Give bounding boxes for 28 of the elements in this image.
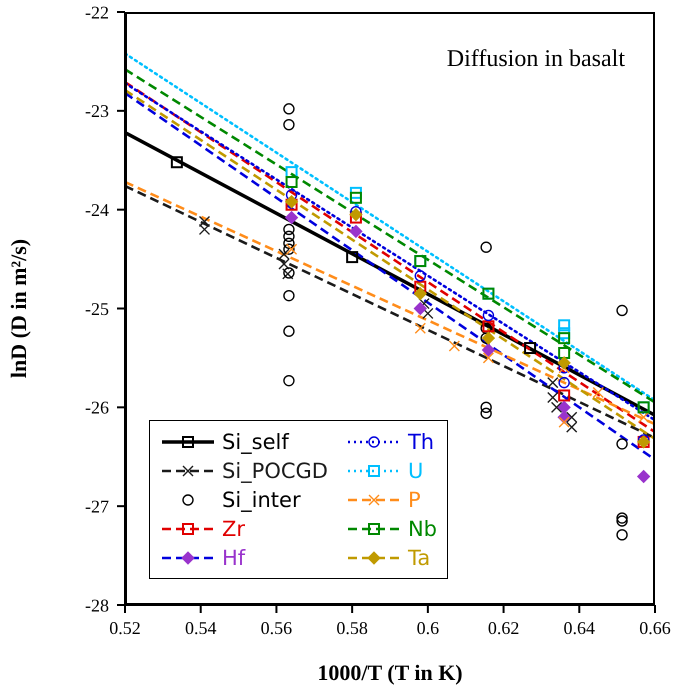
y-tick-label: -24 [85, 200, 109, 220]
x-axis-title: 1000/T (T in K) [317, 660, 463, 685]
y-tick-label: -26 [85, 398, 109, 418]
x-tick-label: 0.64 [564, 618, 596, 638]
legend-label: Ta [408, 546, 430, 570]
y-tick-label: -23 [85, 101, 109, 122]
text: Diffusion in basalt [446, 46, 625, 73]
y-tick-label: -28 [85, 595, 109, 616]
legend-label: Si_POCGD [222, 458, 328, 482]
x-tick-label: 0.62 [488, 618, 520, 638]
legend-label: U [408, 458, 424, 482]
legend-label: Th [408, 430, 434, 454]
x-tick-label: 0.54 [184, 618, 216, 638]
y-axis-title: lnD (D in m²/s) [6, 238, 31, 378]
legend-label: Si_inter [222, 488, 301, 512]
legend-label: Si_self [222, 430, 289, 454]
x-tick-label: 0.66 [639, 618, 671, 638]
x-tick-label: 0.58 [336, 618, 368, 638]
y-tick-label: -25 [85, 298, 109, 319]
legend-label: Hf [222, 546, 246, 570]
x-tick-label: 0.52 [109, 618, 141, 638]
legend-label: Nb [408, 516, 438, 540]
legend-label: P [408, 488, 421, 512]
x-tick-label: 0.6 [416, 618, 440, 638]
y-tick-label: -22 [85, 2, 109, 22]
legend-label: Zr [222, 516, 246, 540]
y-tick-label: -27 [85, 496, 109, 517]
x-tick-label: 0.56 [260, 618, 292, 638]
